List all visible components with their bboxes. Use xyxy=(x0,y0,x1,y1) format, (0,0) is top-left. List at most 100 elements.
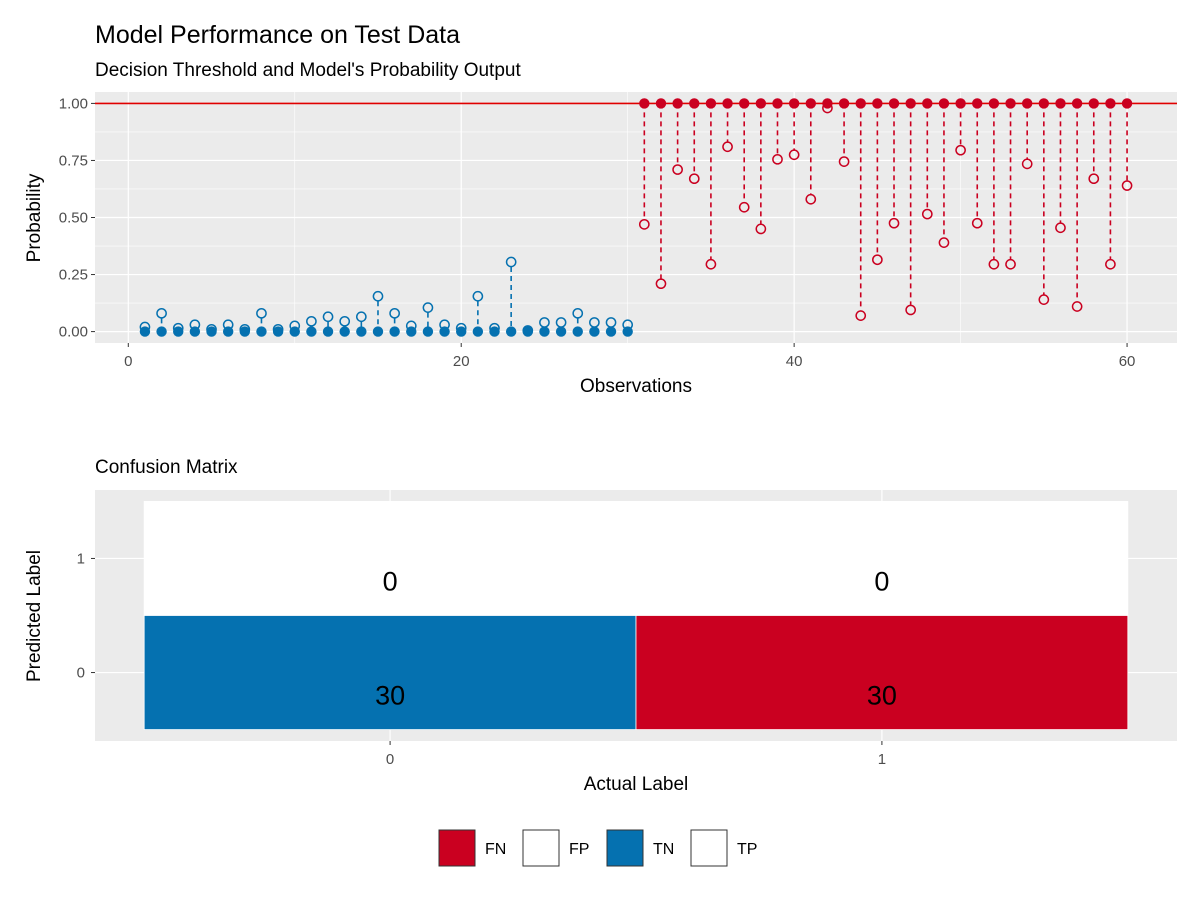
probability-point xyxy=(838,156,850,167)
predicted-point xyxy=(539,326,550,337)
probability-point xyxy=(1021,158,1033,170)
probability-point xyxy=(389,307,400,319)
cell-tp xyxy=(635,501,1129,616)
y-axis-label-predicted: Predicted Label xyxy=(24,550,45,682)
legend-label-fp: FP xyxy=(569,841,589,858)
predicted-point xyxy=(922,98,933,109)
confusion-matrix-ticks: 0 1 0 1 xyxy=(77,550,886,768)
legend-label-tp: TP xyxy=(737,841,757,858)
probability-point xyxy=(988,258,1000,270)
predicted-point xyxy=(272,326,284,337)
predicted-point xyxy=(805,98,816,109)
y-axis-label-probability: Probability xyxy=(24,173,45,262)
probability-point xyxy=(872,254,883,266)
chart-subtitle: Decision Threshold and Model's Probabili… xyxy=(95,60,521,81)
probability-point xyxy=(1088,173,1100,185)
predicted-point xyxy=(639,98,650,109)
legend-key-tp xyxy=(690,829,728,867)
probability-point xyxy=(788,149,800,161)
legend-key-tn xyxy=(606,829,644,867)
predicted-point xyxy=(788,98,800,109)
probability-plot: 0.00 0.25 0.50 0.75 1.00 0 20 40 60 Observations… xyxy=(24,92,1177,397)
x-tick-label: 0 xyxy=(124,353,132,370)
predicted-point xyxy=(605,326,617,337)
cell-count-fn: 30 xyxy=(867,681,897,711)
predicted-point xyxy=(406,326,417,337)
probability-plot-ticks: 0.00 0.25 0.50 0.75 1.00 0 20 40 60 xyxy=(59,95,1136,370)
probability-point xyxy=(572,307,584,319)
predicted-point xyxy=(505,326,517,337)
probability-point xyxy=(1055,222,1066,234)
predicted-point xyxy=(189,326,201,337)
predicted-point xyxy=(689,98,700,109)
predicted-point xyxy=(988,98,1000,109)
predicted-point xyxy=(905,98,916,109)
predicted-point xyxy=(822,98,833,109)
probability-point xyxy=(1121,180,1133,191)
y-tick-label: 0.25 xyxy=(59,267,88,284)
cell-count-tp: 0 xyxy=(874,566,889,596)
predicted-point xyxy=(655,98,667,109)
predicted-point xyxy=(456,326,467,337)
x-tick-label: 60 xyxy=(1119,353,1136,370)
legend-key-fn xyxy=(438,829,476,867)
predicted-point xyxy=(222,326,234,337)
y-tick-label: 0.75 xyxy=(59,152,88,169)
predicted-point xyxy=(356,326,367,337)
predicted-point xyxy=(472,326,484,337)
probability-point xyxy=(722,141,733,153)
probability-point xyxy=(755,223,767,235)
x-axis-label-actual: Actual Label xyxy=(584,774,689,795)
predicted-point xyxy=(206,326,217,337)
predicted-point xyxy=(555,326,567,337)
predicted-point xyxy=(972,98,983,109)
cell-tn xyxy=(143,615,637,730)
probability-point xyxy=(322,311,334,323)
probability-point xyxy=(256,307,267,319)
probability-point xyxy=(655,278,667,290)
predicted-point xyxy=(439,326,450,337)
predicted-point xyxy=(1021,98,1033,109)
probability-point xyxy=(938,237,950,248)
predicted-point xyxy=(289,326,300,337)
x-tick-label: 40 xyxy=(786,353,803,370)
probability-point xyxy=(1105,258,1116,270)
predicted-point xyxy=(1121,98,1133,109)
predicted-point xyxy=(522,326,533,337)
probability-point xyxy=(672,164,683,175)
predicted-point xyxy=(1005,98,1016,109)
cell-count-tn: 30 xyxy=(375,681,405,711)
probability-point xyxy=(921,208,933,220)
x-tick-label: 20 xyxy=(453,353,470,370)
probability-point xyxy=(688,173,700,185)
y-tick-label: 0 xyxy=(77,665,85,682)
cell-fp xyxy=(143,501,637,616)
probability-point xyxy=(1038,294,1050,305)
probability-plot-marks xyxy=(95,98,1177,337)
predicted-point xyxy=(389,326,400,337)
predicted-point xyxy=(1071,98,1083,109)
predicted-point xyxy=(672,98,683,109)
probability-point xyxy=(339,315,351,327)
predicted-point xyxy=(256,326,267,337)
probability-point xyxy=(638,218,650,230)
legend-label-tn: TN xyxy=(653,841,674,858)
confusion-matrix-title: Confusion Matrix xyxy=(95,457,238,478)
predicted-point xyxy=(306,326,317,337)
probability-point xyxy=(1071,301,1083,312)
legend-key-fp xyxy=(522,829,560,867)
cell-count-fp: 0 xyxy=(383,566,398,596)
predicted-point xyxy=(173,326,184,337)
chart-title: Model Performance on Test Data xyxy=(95,21,460,49)
probability-point xyxy=(1005,258,1016,270)
predicted-point xyxy=(739,98,750,109)
probability-point xyxy=(738,201,750,213)
predicted-point xyxy=(755,98,767,109)
confusion-matrix-plot: Confusion Matrix 0 0 30 30 0 1 0 1 Actual Labe… xyxy=(24,457,1177,795)
probability-point xyxy=(905,304,917,316)
probability-point xyxy=(805,193,817,205)
confusion-matrix-cells: 0 0 30 30 xyxy=(143,501,1129,730)
predicted-point xyxy=(772,98,783,109)
probability-point xyxy=(156,307,167,319)
predicted-point xyxy=(1038,98,1050,109)
